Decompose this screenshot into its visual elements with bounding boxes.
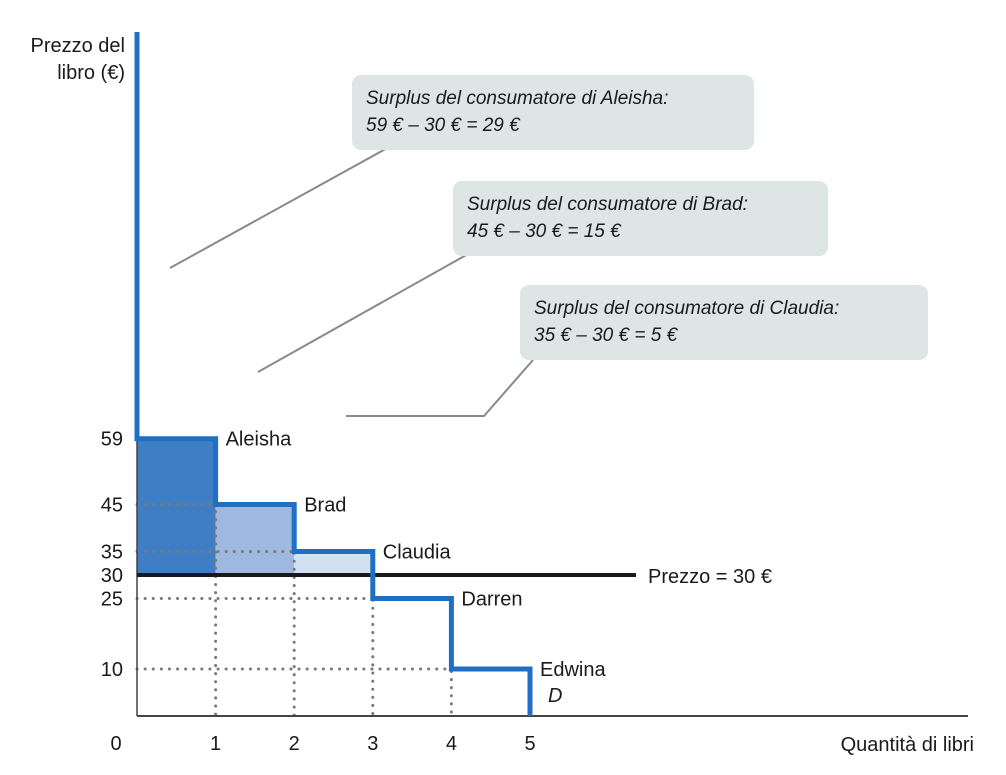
annotation-line1-3: Surplus del consumatore di Claudia:: [534, 298, 839, 319]
annotation-leader-1: [169, 140, 401, 269]
surplus-area-brad: [215, 504, 295, 575]
dotted-guides: [135, 437, 453, 718]
y-tick-25: 25: [101, 589, 123, 611]
annotation-leader-2: [257, 253, 469, 373]
annotation-line1-1: Surplus del consumatore di Aleisha:: [366, 88, 668, 109]
annotation-line1-2: Surplus del consumatore di Brad:: [467, 194, 748, 215]
annotation-box-2: [453, 181, 828, 256]
annotation-2: Surplus del consumatore di Brad: 45 € – 3…: [257, 181, 828, 373]
annotation-3: Surplus del consumatore di Claudia: 35 € …: [346, 285, 928, 417]
consumer-label-aleisha: Aleisha: [226, 429, 292, 451]
annotation-line2-3: 35 € – 30 € = 5 €: [534, 325, 679, 346]
x-axis-title: Quantità di libri: [841, 734, 974, 756]
y-tick-10: 10: [101, 659, 123, 681]
x-tick-5: 5: [524, 733, 535, 755]
annotation-leader-3: [346, 359, 534, 417]
x-tick-4: 4: [446, 733, 457, 755]
surplus-area-aleisha: [137, 438, 216, 575]
x-tick-2: 2: [289, 733, 300, 755]
surplus-area-claudia: [294, 551, 373, 575]
annotation-1: Surplus del consumatore di Aleisha: 59 € …: [169, 75, 754, 269]
demand-curve-group: [134, 32, 533, 716]
y-tick-45: 45: [101, 495, 123, 517]
x-tick-3: 3: [367, 733, 378, 755]
demand-label: D: [548, 685, 562, 707]
consumer-label-darren: Darren: [461, 589, 522, 611]
labels: Prezzo = 30 € Aleisha Brad Claudia Darren Edw…: [31, 35, 975, 756]
y-tick-59: 59: [101, 429, 123, 451]
consumer-label-edwina: Edwina: [540, 659, 606, 681]
axes: [136, 60, 968, 717]
demand-curve: [134, 32, 533, 716]
price-line-label: Prezzo = 30 €: [648, 566, 772, 588]
annotation-line2-1: 59 € – 30 € = 29 €: [366, 115, 521, 136]
y-axis-title-line2: libro (€): [57, 62, 125, 84]
annotation-line2-2: 45 € – 30 € = 15 €: [467, 221, 622, 242]
consumer-label-brad: Brad: [304, 495, 346, 517]
y-axis-title-line1: Prezzo del: [31, 35, 126, 57]
y-tick-30: 30: [101, 565, 123, 587]
annotations: Surplus del consumatore di Aleisha: 59 € …: [169, 75, 928, 417]
origin-label: 0: [110, 733, 121, 755]
annotation-box-3: [520, 285, 928, 360]
annotation-box-1: [352, 75, 754, 150]
x-tick-1: 1: [210, 733, 221, 755]
consumer-label-claudia: Claudia: [383, 542, 452, 564]
y-tick-35: 35: [101, 542, 123, 564]
